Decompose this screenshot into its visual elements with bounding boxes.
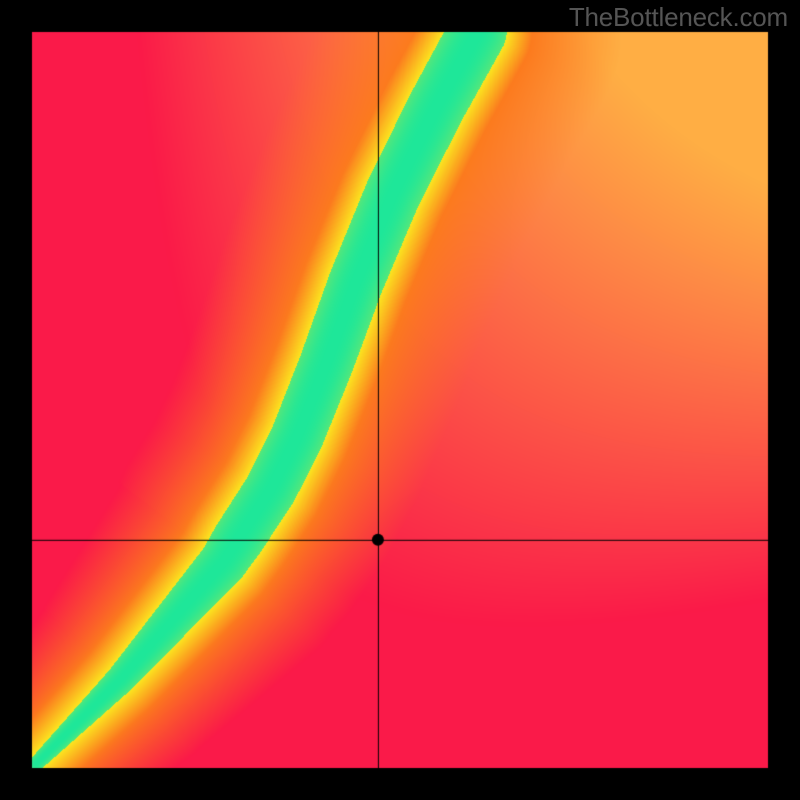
bottleneck-heatmap — [0, 0, 800, 800]
watermark-label: TheBottleneck.com — [569, 2, 788, 33]
